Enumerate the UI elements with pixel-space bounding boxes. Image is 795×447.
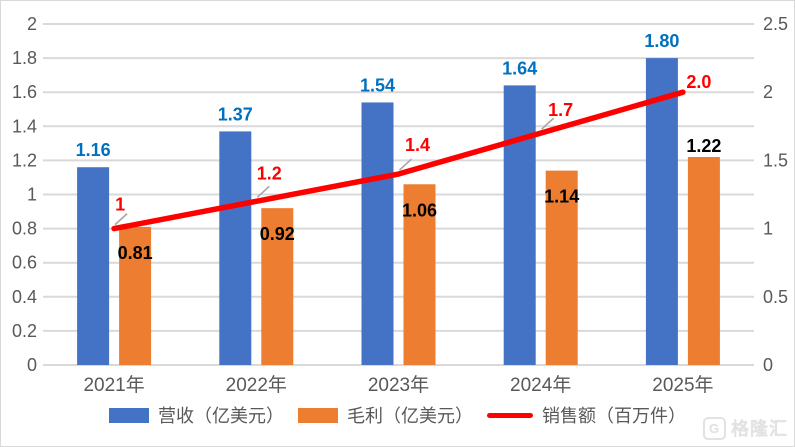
gross-profit-value-label: 1.22 — [686, 136, 721, 156]
label-leader-line — [398, 158, 413, 171]
gross-profit-bar — [545, 170, 578, 365]
revenue-value-label: 1.54 — [360, 75, 395, 95]
x-axis-label: 2021年 — [83, 374, 144, 396]
x-axis-label: 2022年 — [226, 374, 287, 396]
x-axis-label: 2024年 — [510, 374, 571, 396]
sales-volume-value-label: 1.2 — [257, 163, 282, 183]
sales-volume-value-label: 1.7 — [548, 100, 573, 120]
legend-item-gross-profit: 毛利（亿美元） — [298, 402, 473, 428]
right-axis-tick-label: 0 — [763, 355, 773, 375]
gross-profit-value-label: 1.06 — [402, 200, 437, 220]
left-axis-tick-label: 1.8 — [12, 48, 37, 68]
gelonghui-logo-icon: G — [703, 416, 726, 440]
revenue-bar — [645, 58, 678, 365]
right-axis-tick-label: 1 — [763, 219, 773, 239]
left-axis-tick-label: 1.2 — [12, 150, 37, 170]
revenue-value-label: 1.64 — [502, 58, 537, 78]
label-leader-line — [256, 185, 270, 198]
sales-volume-line — [111, 89, 686, 232]
revenue-legend-label: 营收（亿美元） — [158, 406, 284, 426]
legend: 营收（亿美元） 毛利（亿美元） 销售额（百万件） — [1, 402, 794, 428]
gross-profit-value-label: 1.14 — [544, 187, 579, 207]
left-axis-tick-label: 0.2 — [12, 321, 37, 341]
sales-volume-legend-line — [487, 412, 533, 418]
revenue-legend-swatch — [109, 407, 149, 423]
sales-volume-value-label: 2.0 — [686, 72, 711, 92]
gross-profit-bar — [687, 156, 720, 365]
right-axis-tick-label: 2.5 — [763, 14, 788, 34]
legend-item-revenue: 营收（亿美元） — [109, 402, 284, 428]
revenue-bar — [361, 102, 394, 366]
left-axis-tick-label: 1 — [27, 185, 37, 205]
revenue-bar — [503, 85, 536, 365]
gross-profit-legend-label: 毛利（亿美元） — [347, 406, 473, 426]
revenue-value-label: 1.16 — [76, 140, 111, 160]
right-axis-tick-label: 2 — [763, 82, 773, 102]
gross-profit-bar — [119, 226, 152, 365]
gross-profit-legend-swatch — [298, 407, 338, 423]
left-axis-tick-label: 0.8 — [12, 219, 37, 239]
left-axis-tick-label: 0 — [27, 355, 37, 375]
sales-volume-legend-label: 销售额（百万件） — [542, 406, 686, 426]
label-leader-line — [541, 117, 555, 130]
left-axis-tick-label: 0.4 — [12, 287, 37, 307]
x-axis-label: 2023年 — [368, 374, 429, 396]
revenue-value-label: 1.37 — [218, 104, 253, 124]
legend-item-sales-volume: 销售额（百万件） — [487, 402, 686, 428]
gross-profit-value-label: 0.92 — [260, 224, 295, 244]
sales-volume-value-label: 1.4 — [405, 135, 430, 155]
watermark: G 格隆汇 — [703, 415, 788, 441]
revenue-bar — [219, 131, 252, 365]
x-axis-label: 2025年 — [652, 374, 713, 396]
left-axis-tick-label: 0.6 — [12, 253, 37, 273]
sales-volume-value-label: 1 — [115, 195, 125, 215]
revenue-value-label: 1.80 — [644, 31, 679, 51]
watermark-text: 格隆汇 — [731, 419, 788, 439]
revenue-bar — [77, 167, 110, 365]
left-axis-tick-label: 1.6 — [12, 82, 37, 102]
gross-profit-bar — [261, 208, 294, 365]
right-axis-tick-label: 0.5 — [763, 287, 788, 307]
left-axis-tick-label: 2 — [27, 14, 37, 34]
right-axis-tick-label: 1.5 — [763, 150, 788, 170]
left-axis-tick-label: 1.4 — [12, 116, 37, 136]
gross-profit-bar — [403, 184, 436, 365]
label-leader-line — [114, 213, 128, 226]
gross-profit-value-label: 0.81 — [118, 243, 153, 263]
